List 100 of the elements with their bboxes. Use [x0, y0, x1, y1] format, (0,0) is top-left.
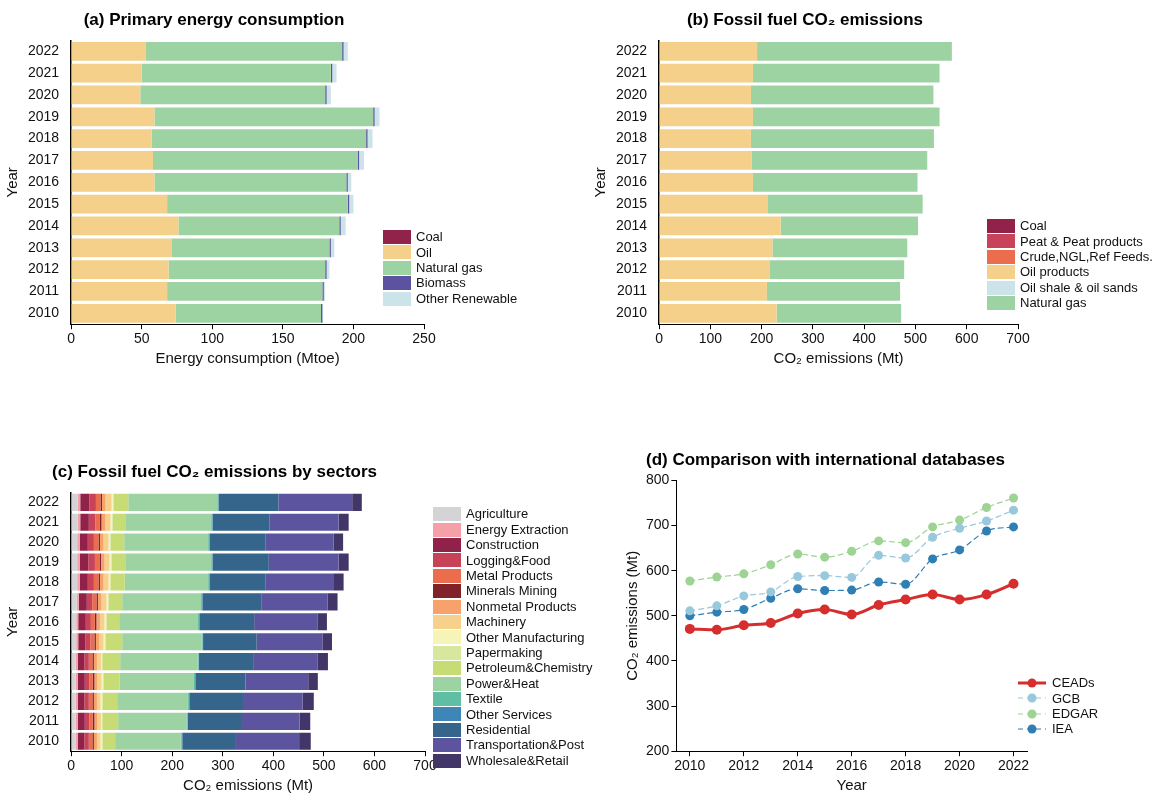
- x-tick-label: 300: [801, 330, 825, 347]
- legend-label: Machinery: [466, 614, 526, 630]
- y-tick-label: 2020: [615, 85, 648, 102]
- y-tick-label: 2011: [29, 712, 60, 729]
- legend-label: Textile: [466, 691, 503, 707]
- x-tick-label: 2022: [997, 757, 1030, 774]
- x-tick-label: 2014: [782, 757, 814, 774]
- chart-title: (b) Fossil fuel CO₂ emissions: [686, 9, 924, 29]
- x-tick-label: 600: [955, 330, 979, 347]
- y-tick-label: 2021: [27, 64, 60, 81]
- x-tick-label: 2010: [674, 757, 706, 774]
- legend-label: Other Manufacturing: [466, 629, 585, 646]
- y-tick-label: 2021: [27, 513, 60, 530]
- legend-label: Biomass: [416, 275, 466, 291]
- x-tick-label: 600: [362, 757, 387, 774]
- y-tick-label: 2010: [615, 304, 648, 321]
- legend-label: Other Services: [466, 706, 552, 723]
- y-tick-label: 400: [646, 651, 670, 668]
- x-tick-label: 200: [341, 330, 366, 347]
- legend-label: Oil shale & oil sands: [1020, 279, 1138, 296]
- legend-label: Construction: [466, 537, 539, 553]
- y-tick-label: 700: [646, 516, 670, 533]
- y-tick-label: 2017: [27, 592, 60, 609]
- x-tick-label: 300: [211, 757, 235, 774]
- y-tick-label: 2020: [27, 533, 60, 550]
- x-tick-label: 0: [67, 757, 76, 774]
- legend-label: Coal: [416, 229, 443, 245]
- legend-label: Peat & Peat products: [1020, 233, 1143, 249]
- y-tick-label: 2016: [27, 612, 60, 629]
- y-tick-label: 2021: [615, 64, 648, 81]
- y-tick-label: 2013: [27, 238, 60, 255]
- legend-label: Petroleum&Chemistry: [466, 660, 593, 676]
- legend-label: Logging&Food: [466, 552, 551, 569]
- x-tick-label: 100: [698, 330, 723, 347]
- legend-label: Minerals Mining: [466, 583, 558, 599]
- x-axis-title: Year: [836, 776, 867, 794]
- x-axis-title: Energy consumption (Mtoe): [155, 349, 340, 367]
- y-tick-label: 2019: [27, 107, 60, 124]
- x-tick-label: 2016: [836, 757, 868, 774]
- x-tick-label: 2012: [728, 757, 760, 774]
- y-tick-label: 500: [646, 606, 670, 623]
- y-tick-label: 300: [646, 696, 670, 713]
- chart-title: (c) Fossil fuel CO₂ emissions by sectors: [52, 461, 377, 481]
- legend-label: Transportation&Post: [466, 737, 585, 753]
- y-tick-label: 2018: [27, 129, 60, 146]
- legend-label: Energy Extraction: [466, 521, 569, 538]
- y-tick-label: 2019: [615, 107, 648, 124]
- legend-label: Agriculture: [466, 506, 529, 522]
- y-tick-label: 2014: [27, 652, 60, 669]
- legend-label: Natural gas: [416, 260, 483, 276]
- legend-label: Coal: [1020, 218, 1047, 234]
- legend-label: IEA: [1052, 721, 1073, 737]
- y-tick-label: 2016: [27, 173, 60, 190]
- y-tick-label: 2011: [29, 282, 60, 299]
- y-tick-label: 2016: [615, 173, 648, 190]
- y-tick-label: 2014: [615, 216, 648, 233]
- y-tick-label: 2015: [27, 632, 60, 649]
- y-tick-label: 2012: [615, 260, 648, 277]
- y-tick-label: 2017: [615, 151, 648, 168]
- y-tick-label: 2013: [27, 672, 60, 689]
- y-tick-label: 2018: [27, 572, 60, 589]
- y-tick-label: 2020: [27, 85, 60, 102]
- x-tick-label: 2018: [890, 757, 922, 774]
- x-tick-label: 250: [412, 330, 436, 347]
- x-tick-label: 500: [312, 757, 336, 774]
- y-tick-label: 2017: [27, 151, 60, 168]
- x-tick-label: 50: [133, 330, 150, 347]
- x-tick-label: 400: [852, 330, 877, 347]
- legend-label: EDGAR: [1052, 706, 1099, 722]
- chart-title: (d) Comparison with international databases: [646, 449, 1005, 469]
- y-axis-title: Year: [3, 167, 21, 198]
- x-tick-label: 0: [67, 330, 76, 347]
- x-tick-label: 150: [271, 330, 295, 347]
- legend-label: Other Renewable: [416, 290, 518, 307]
- x-tick-label: 200: [749, 330, 774, 347]
- y-tick-label: 2022: [615, 42, 648, 59]
- legend-label: Power&Heat: [466, 675, 539, 692]
- y-tick-label: 2022: [27, 493, 60, 510]
- y-tick-label: 2019: [27, 552, 60, 569]
- y-tick-label: 200: [646, 742, 670, 759]
- x-tick-label: 700: [1006, 330, 1030, 347]
- x-tick-label: 2020: [943, 757, 976, 774]
- chart-title: (a) Primary energy consumption: [83, 9, 345, 29]
- x-tick-label: 100: [200, 330, 225, 347]
- legend-label: CEADs: [1052, 675, 1095, 691]
- x-tick-label: 100: [110, 757, 134, 774]
- y-tick-label: 600: [646, 561, 670, 578]
- y-tick-label: 2015: [615, 194, 648, 211]
- y-tick-label: 2013: [615, 238, 648, 255]
- y-axis-title: CO₂ emissions (Mt): [623, 550, 641, 681]
- legend-label: Papermaking: [466, 645, 543, 661]
- x-tick-label: 200: [160, 757, 185, 774]
- y-tick-label: 2010: [27, 304, 60, 321]
- legend-label: Natural gas: [1020, 295, 1087, 311]
- legend-label: GCB: [1052, 690, 1081, 706]
- y-tick-label: 2022: [27, 42, 60, 59]
- legend-label: Metal Products: [466, 568, 553, 584]
- legend-label: Residential: [466, 722, 531, 738]
- legend-label: Nonmetal Products: [466, 598, 577, 615]
- x-tick-label: 0: [655, 330, 664, 347]
